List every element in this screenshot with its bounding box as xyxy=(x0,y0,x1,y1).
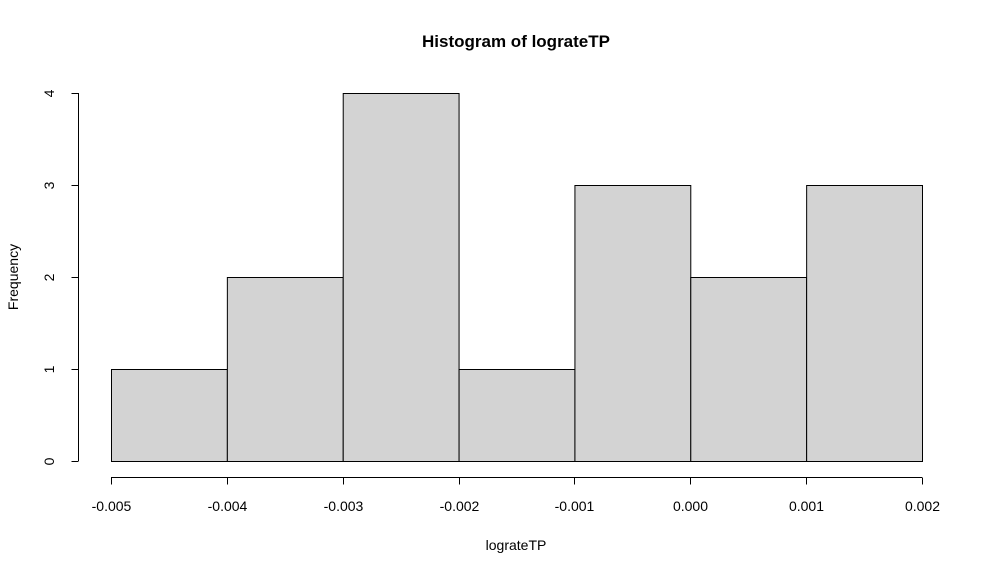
x-tick-label: 0.000 xyxy=(673,498,708,514)
x-tick-label: -0.005 xyxy=(92,498,132,514)
histogram-bar xyxy=(111,369,228,462)
y-axis: 0 1 2 3 4 xyxy=(41,89,79,465)
y-tick-label: 4 xyxy=(41,89,57,97)
x-tick-label: -0.004 xyxy=(208,498,248,514)
y-axis-label: Frequency xyxy=(5,244,21,310)
x-tick-label: 0.002 xyxy=(905,498,940,514)
histogram-bar xyxy=(342,93,460,462)
x-axis-label: lograteTP xyxy=(486,537,547,553)
y-tick-label: 2 xyxy=(41,273,57,281)
histogram-bar xyxy=(690,277,808,462)
x-tick-label: 0.001 xyxy=(789,498,824,514)
histogram-bar xyxy=(806,185,924,462)
bars-group xyxy=(111,93,924,462)
y-tick-label: 1 xyxy=(41,365,57,373)
x-tick-label: -0.001 xyxy=(555,498,595,514)
y-tick-label: 0 xyxy=(41,457,57,465)
histogram-bar xyxy=(574,185,692,462)
x-tick-label: -0.002 xyxy=(440,498,480,514)
histogram-bar xyxy=(458,369,576,462)
x-tick-label: -0.003 xyxy=(324,498,364,514)
histogram-bar xyxy=(226,277,344,462)
chart-title: Histogram of lograteTP xyxy=(422,32,610,51)
x-axis: -0.005 -0.004 -0.003 -0.002 -0.001 0.000 0.001… xyxy=(92,477,940,514)
y-tick-label: 3 xyxy=(41,181,57,189)
